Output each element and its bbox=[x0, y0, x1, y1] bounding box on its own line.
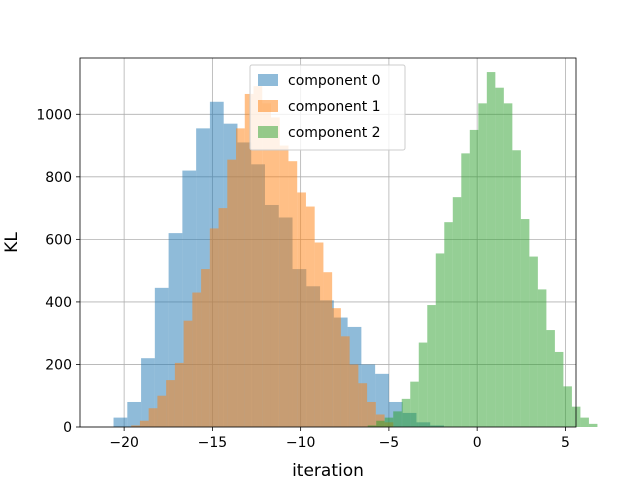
histogram-bar bbox=[427, 305, 436, 427]
histogram-bar bbox=[253, 86, 263, 427]
legend-swatch-component-2 bbox=[258, 126, 278, 138]
histogram-bar bbox=[209, 228, 219, 427]
histogram-bar bbox=[512, 150, 521, 427]
histogram-bar bbox=[486, 72, 496, 428]
histogram-bar bbox=[183, 320, 193, 427]
y-axis-ticks: 0 200 400 600 800 1000 bbox=[36, 107, 80, 436]
histogram-bar bbox=[131, 425, 140, 427]
histogram-bar bbox=[367, 401, 376, 427]
histogram-bar bbox=[401, 398, 411, 427]
histogram-bar bbox=[323, 272, 333, 427]
histogram-bar bbox=[166, 380, 175, 427]
legend-swatch-component-0 bbox=[258, 74, 278, 86]
histogram-bar bbox=[367, 425, 377, 427]
y-tick-label: 0 bbox=[63, 420, 72, 436]
histogram-bar bbox=[244, 93, 254, 428]
histogram-bar bbox=[588, 423, 598, 427]
histogram-bar bbox=[563, 386, 572, 427]
histogram-bar bbox=[262, 103, 271, 427]
histogram-bar bbox=[340, 336, 350, 427]
histogram-bars bbox=[113, 72, 598, 428]
histogram-bar bbox=[139, 420, 149, 427]
legend: component 0 component 1 component 2 bbox=[249, 64, 406, 151]
histogram-bar bbox=[358, 383, 368, 427]
series-component-1 bbox=[131, 86, 394, 428]
histogram-bar bbox=[554, 351, 564, 427]
legend-label-component-1: component 1 bbox=[288, 99, 381, 115]
histogram-bar bbox=[435, 253, 445, 427]
histogram-bar bbox=[157, 395, 167, 427]
legend-swatch-component-1 bbox=[258, 100, 278, 112]
histogram-bar bbox=[270, 117, 280, 427]
histogram-bar bbox=[332, 308, 341, 427]
histogram-bar bbox=[546, 330, 555, 427]
histogram-bar bbox=[349, 364, 359, 427]
histogram-bar bbox=[148, 408, 158, 427]
histogram-bar bbox=[174, 362, 184, 427]
y-tick-label: 1000 bbox=[36, 107, 72, 123]
histogram-bar bbox=[376, 420, 385, 427]
y-tick-label: 600 bbox=[45, 232, 72, 248]
y-tick-label: 800 bbox=[45, 170, 72, 186]
histogram-bar bbox=[461, 153, 470, 427]
histogram-bar bbox=[529, 256, 538, 427]
x-tick-label: 0 bbox=[473, 435, 482, 451]
histogram-bar bbox=[192, 292, 202, 427]
legend-box bbox=[249, 64, 406, 151]
series-component-2 bbox=[367, 72, 598, 428]
histogram-bar bbox=[201, 269, 210, 427]
y-tick-label: 200 bbox=[45, 357, 72, 373]
x-axis-label: iteration bbox=[292, 461, 364, 480]
histogram-bar bbox=[384, 417, 394, 427]
y-tick-label: 400 bbox=[45, 295, 72, 311]
histogram-bar bbox=[314, 242, 324, 427]
histogram-bar bbox=[288, 161, 298, 427]
x-tick-label: 5 bbox=[561, 435, 570, 451]
y-axis-label: KL bbox=[2, 232, 22, 253]
legend-label-component-2: component 2 bbox=[288, 125, 381, 141]
histogram-bar bbox=[279, 145, 289, 427]
histogram-bar bbox=[478, 103, 487, 427]
histogram-bar bbox=[580, 417, 589, 427]
histogram-bar bbox=[537, 289, 547, 427]
plot-frame bbox=[79, 57, 577, 428]
histogram-bar bbox=[154, 287, 169, 427]
x-tick-label: −20 bbox=[109, 435, 139, 451]
histogram-bar bbox=[410, 381, 419, 427]
x-tick-label: −10 bbox=[286, 435, 316, 451]
x-tick-label: −5 bbox=[379, 435, 400, 451]
histogram-bar bbox=[218, 208, 228, 427]
histogram-bar bbox=[452, 197, 462, 427]
histogram-bar bbox=[503, 103, 513, 427]
histogram-bar bbox=[305, 206, 315, 427]
legend-label-component-0: component 0 bbox=[288, 73, 381, 89]
histogram-bar bbox=[375, 373, 389, 427]
histogram-bar bbox=[393, 411, 402, 427]
histogram-bar bbox=[495, 87, 504, 427]
histogram-bar bbox=[469, 129, 479, 428]
histogram-bar bbox=[127, 401, 142, 427]
histogram-bar bbox=[227, 159, 237, 428]
histogram-bar bbox=[113, 417, 128, 427]
histogram-bar bbox=[444, 222, 453, 427]
histogram-bar bbox=[520, 219, 530, 427]
histogram-bar bbox=[236, 128, 245, 427]
x-axis-ticks: −20 −15 −10 −5 0 5 bbox=[109, 427, 570, 451]
histogram-bar bbox=[297, 192, 306, 427]
histogram-bar bbox=[418, 342, 428, 427]
x-tick-label: −15 bbox=[198, 435, 228, 451]
